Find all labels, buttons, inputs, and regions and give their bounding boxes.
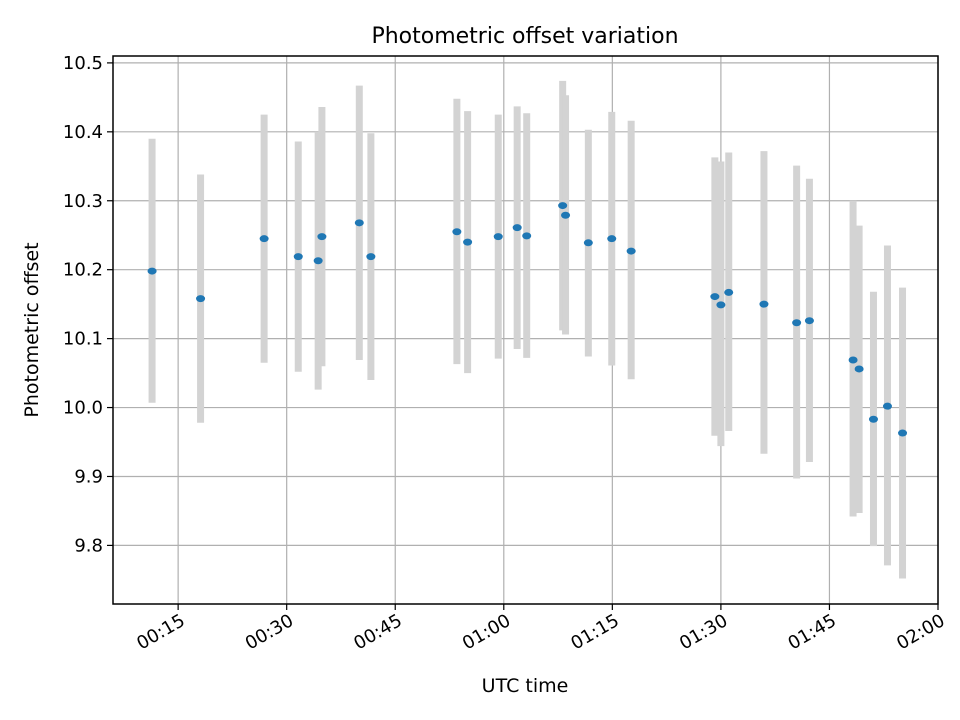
chart-title: Photometric offset variation bbox=[371, 24, 678, 49]
data-point bbox=[317, 233, 327, 241]
data-point bbox=[854, 365, 864, 373]
plot-frame bbox=[112, 55, 939, 605]
data-point bbox=[848, 356, 858, 364]
data-point bbox=[452, 228, 462, 236]
data-point bbox=[313, 257, 323, 265]
y-tick-label: 10.0 bbox=[63, 398, 103, 419]
data-point bbox=[512, 224, 522, 232]
data-point bbox=[716, 301, 726, 309]
data-point bbox=[868, 415, 878, 423]
y-axis: 9.8 9.9 10.0 10.1 10.2 10.3 10.4 10.5 bbox=[63, 53, 113, 556]
data-point bbox=[710, 293, 720, 301]
data-point bbox=[759, 300, 769, 308]
y-tick-label: 10.4 bbox=[63, 122, 103, 143]
data-point bbox=[882, 402, 892, 410]
y-axis-label: Photometric offset bbox=[21, 242, 43, 417]
data-point bbox=[792, 319, 802, 327]
data-point bbox=[463, 238, 473, 246]
data-point bbox=[293, 253, 303, 261]
y-tick-label: 10.2 bbox=[63, 260, 103, 281]
data-point bbox=[898, 429, 908, 437]
data-point bbox=[147, 267, 157, 275]
data-point bbox=[522, 232, 532, 240]
data-point bbox=[493, 233, 503, 241]
y-tick-label: 9.9 bbox=[74, 466, 103, 487]
data-point bbox=[259, 235, 269, 243]
data-point bbox=[354, 219, 364, 227]
x-axis-label: UTC time bbox=[482, 675, 569, 697]
data-point bbox=[366, 253, 376, 261]
data-point bbox=[558, 202, 568, 210]
data-points bbox=[147, 202, 908, 437]
data-point bbox=[724, 288, 734, 296]
data-point bbox=[196, 295, 206, 303]
data-point bbox=[561, 211, 571, 219]
y-tick-label: 10.3 bbox=[63, 191, 103, 212]
y-tick-label: 10.1 bbox=[63, 329, 103, 350]
y-tick-label: 9.8 bbox=[74, 535, 103, 556]
data-point bbox=[804, 317, 814, 325]
data-point bbox=[583, 239, 593, 247]
data-point bbox=[626, 247, 636, 255]
data-point bbox=[607, 235, 617, 243]
y-tick-label: 10.5 bbox=[63, 53, 103, 74]
